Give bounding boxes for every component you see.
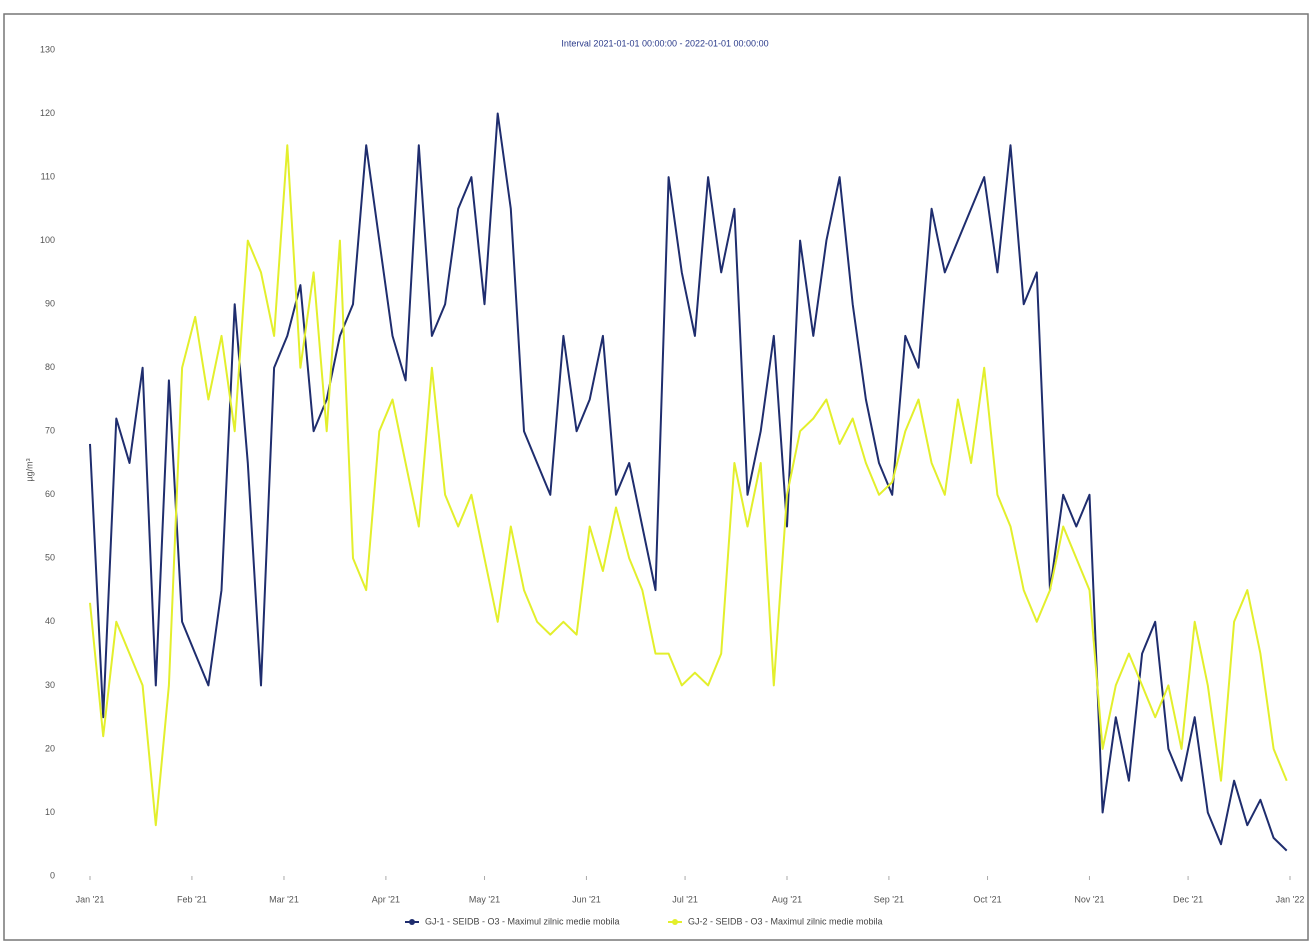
- x-tick-label: Jun '21: [572, 894, 601, 904]
- legend-label: GJ-2 - SEIDB - O3 - Maximul zilnic medie…: [688, 916, 883, 926]
- y-tick-label: 10: [45, 807, 55, 817]
- y-tick-label: 80: [45, 362, 55, 372]
- y-tick-label: 100: [40, 235, 55, 245]
- x-tick-label: Sep '21: [874, 894, 904, 904]
- y-axis-label: µg/m³: [24, 458, 34, 481]
- x-tick-label: Nov '21: [1074, 894, 1104, 904]
- y-tick-label: 70: [45, 426, 55, 436]
- y-tick-label: 50: [45, 553, 55, 563]
- y-tick-label: 120: [40, 108, 55, 118]
- x-tick-label: May '21: [469, 894, 500, 904]
- x-tick-label: Mar '21: [269, 894, 299, 904]
- frame: [3, 13, 1309, 941]
- legend-marker: [409, 919, 415, 925]
- y-tick-label: 30: [45, 680, 55, 690]
- legend-marker: [672, 919, 678, 925]
- y-tick-label: 20: [45, 743, 55, 753]
- x-tick-label: Oct '21: [973, 894, 1001, 904]
- x-tick-label: Apr '21: [372, 894, 400, 904]
- x-tick-label: Dec '21: [1173, 894, 1203, 904]
- x-tick-label: Jul '21: [672, 894, 698, 904]
- y-tick-label: 40: [45, 616, 55, 626]
- x-tick-label: Jan '22: [1276, 894, 1305, 904]
- x-tick-label: Feb '21: [177, 894, 207, 904]
- y-tick-label: 130: [40, 44, 55, 54]
- x-tick-label: Aug '21: [772, 894, 802, 904]
- y-tick-label: 0: [50, 870, 55, 880]
- x-tick-label: Jan '21: [76, 894, 105, 904]
- legend-label: GJ-1 - SEIDB - O3 - Maximul zilnic medie…: [425, 916, 620, 926]
- series-line: [89, 144, 1288, 827]
- y-tick-label: 60: [45, 489, 55, 499]
- chart-title: Interval 2021-01-01 00:00:00 - 2022-01-0…: [561, 38, 768, 48]
- series-line: [89, 112, 1288, 852]
- y-tick-label: 90: [45, 299, 55, 309]
- y-tick-label: 110: [41, 171, 55, 181]
